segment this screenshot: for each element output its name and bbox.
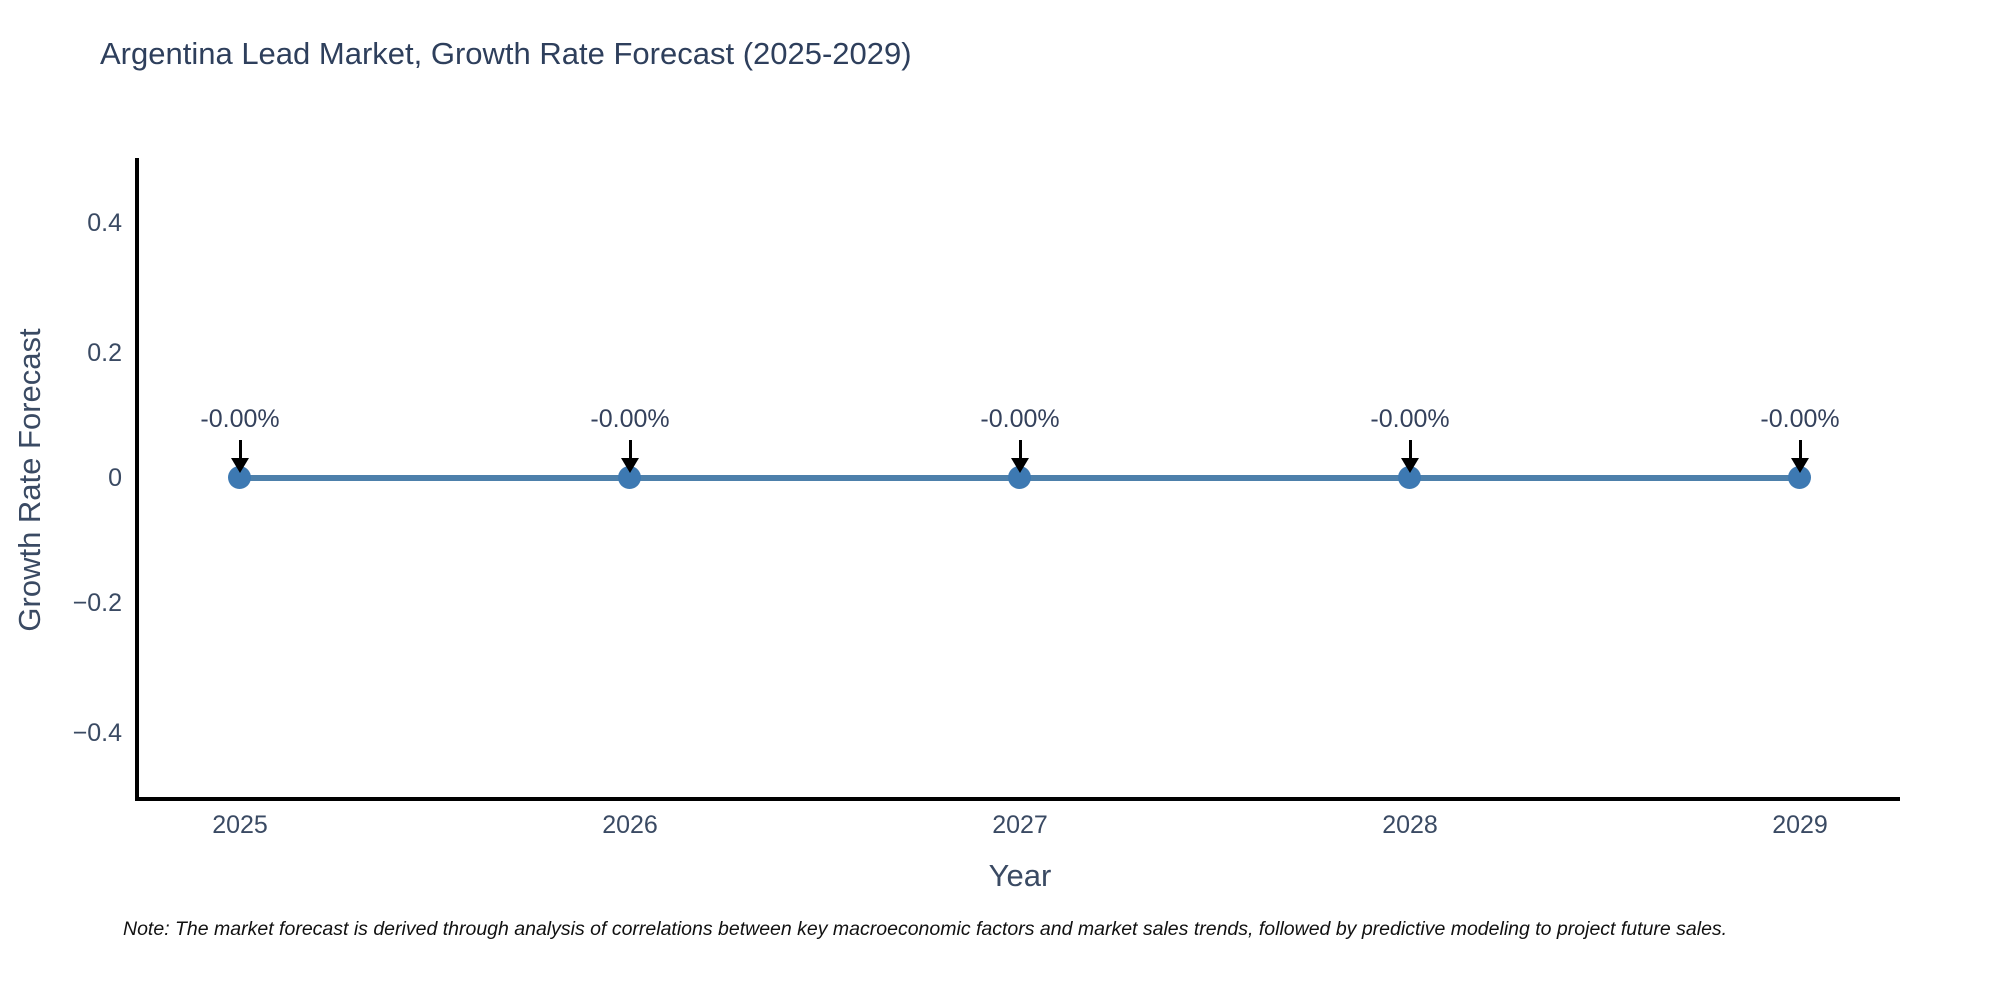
x-axis-title: Year bbox=[988, 858, 1052, 893]
x-tick-label: 2029 bbox=[1772, 811, 1828, 839]
point-annotation-label: -0.00% bbox=[1760, 405, 1840, 433]
annotation-arrow-shaft bbox=[1409, 440, 1412, 462]
x-tick-label: 2026 bbox=[602, 811, 658, 839]
y-tick-label: 0 bbox=[108, 464, 122, 492]
annotation-arrow-shaft bbox=[239, 440, 242, 462]
annotation-arrowhead-icon bbox=[231, 458, 249, 473]
x-tick-label: 2027 bbox=[992, 811, 1048, 839]
annotation-arrow-shaft bbox=[1019, 440, 1022, 462]
x-axis-line bbox=[135, 797, 1900, 801]
y-tick-label: 0.4 bbox=[87, 209, 122, 237]
point-annotation-label: -0.00% bbox=[200, 405, 280, 433]
y-tick-label: −0.2 bbox=[72, 589, 122, 617]
x-tick-label: 2028 bbox=[1382, 811, 1438, 839]
point-annotation-label: -0.00% bbox=[590, 405, 670, 433]
annotation-arrowhead-icon bbox=[1011, 458, 1029, 473]
y-tick-label: 0.2 bbox=[87, 339, 122, 367]
chart-title: Argentina Lead Market, Growth Rate Forec… bbox=[100, 36, 912, 71]
annotation-arrowhead-icon bbox=[1401, 458, 1419, 473]
y-tick-label: −0.4 bbox=[72, 719, 122, 747]
annotation-arrowhead-icon bbox=[1791, 458, 1809, 473]
annotation-arrow-shaft bbox=[1799, 440, 1802, 462]
y-axis-line bbox=[135, 158, 139, 801]
x-tick-label: 2025 bbox=[212, 811, 268, 839]
annotation-arrow-shaft bbox=[629, 440, 632, 462]
point-annotation-label: -0.00% bbox=[980, 405, 1060, 433]
methodology-footnote: Note: The market forecast is derived thr… bbox=[123, 918, 1728, 940]
annotation-arrowhead-icon bbox=[621, 458, 639, 473]
point-annotation-label: -0.00% bbox=[1370, 405, 1450, 433]
